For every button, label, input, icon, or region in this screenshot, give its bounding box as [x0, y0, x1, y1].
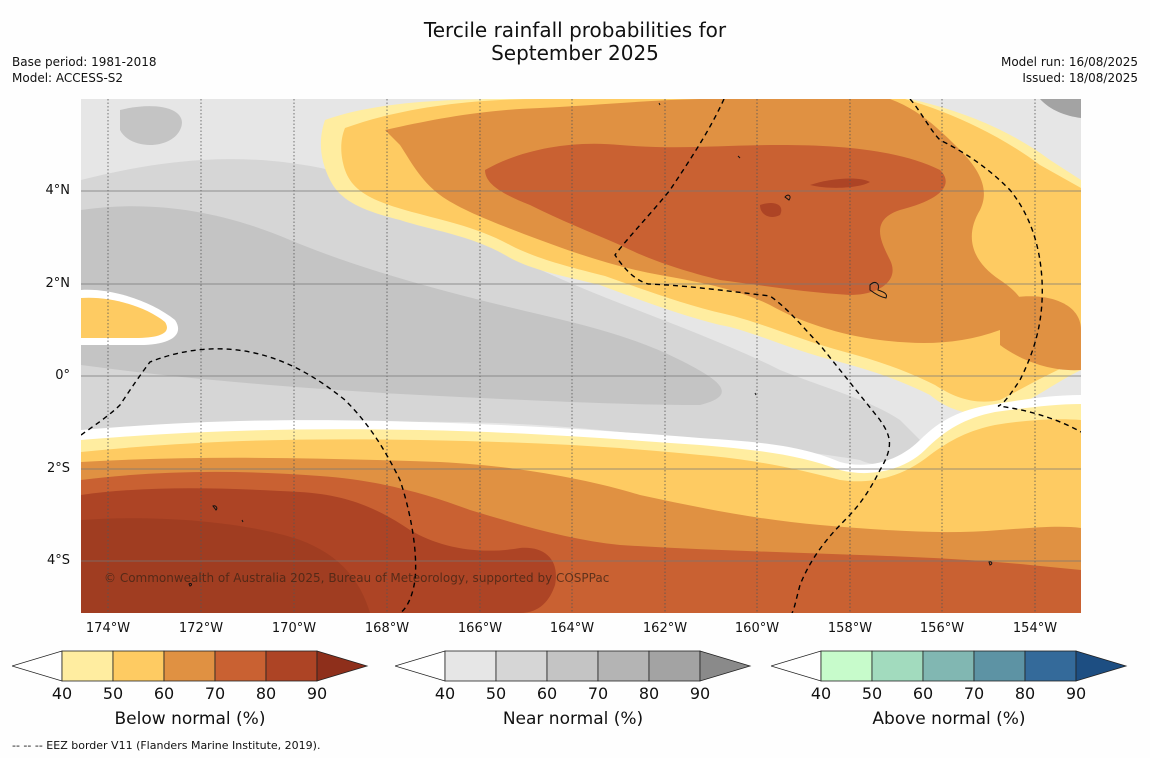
legend-above-normal — [769, 650, 1131, 688]
lon-label-170w: 170°W — [271, 621, 317, 636]
legend-below-tick: 90 — [306, 684, 328, 703]
colorbar-segment — [112, 650, 165, 682]
legend-below-tick: 50 — [102, 684, 124, 703]
model-name: Model: ACCESS-S2 — [12, 71, 124, 85]
model-run: Model run: 16/08/2025 — [1000, 55, 1138, 69]
title-line-2: September 2025 — [491, 41, 659, 65]
below-80-south-deep — [81, 518, 370, 613]
lat-label-2s: 2°S — [46, 461, 70, 476]
map-layers — [81, 99, 1081, 613]
colorbar-segment — [265, 650, 318, 682]
colorbar-below — [10, 650, 369, 682]
below-50-west — [81, 297, 167, 338]
lat-label-0: 0° — [55, 368, 70, 383]
lon-label-172w: 172°W — [178, 621, 224, 636]
colorbar-segment — [648, 650, 701, 682]
legend-near-title: Near normal (%) — [502, 709, 644, 729]
legend-below-tick: 70 — [204, 684, 226, 703]
legend-above-tick: 60 — [912, 684, 934, 703]
near-normal-60 — [81, 206, 722, 405]
colorbar-under-triangle — [393, 650, 446, 682]
colorbar-segment — [820, 650, 873, 682]
colorbar-segment — [871, 650, 924, 682]
meta-right: Model run: 16/08/2025 Issued: 18/08/2025 — [1001, 54, 1138, 86]
colorbar-under-triangle — [10, 650, 63, 682]
copyright-notice: © Commonwealth of Australia 2025, Bureau… — [104, 571, 610, 585]
colorbar-over-triangle — [1075, 650, 1128, 682]
colorbar-over-triangle — [316, 650, 369, 682]
lon-label-156w: 156°W — [919, 621, 965, 636]
legend-near-normal — [393, 650, 755, 688]
below-80-north — [810, 178, 870, 188]
colorbar-segment — [495, 650, 548, 682]
legend-near-tick: 60 — [536, 684, 558, 703]
legend-above-tick: 40 — [810, 684, 832, 703]
near-normal-60b — [120, 106, 182, 145]
lon-label-160w: 160°W — [734, 621, 780, 636]
colorbar-over-triangle — [699, 650, 752, 682]
lat-label-2n: 2°N — [45, 276, 71, 291]
legend-above-title: Above normal (%) — [872, 709, 1026, 729]
legend-near-tick: 70 — [587, 684, 609, 703]
colorbar-segment — [1024, 650, 1077, 682]
below-80-spot — [760, 203, 782, 217]
lon-label-154w: 154°W — [1012, 621, 1058, 636]
islands — [188, 102, 993, 587]
lon-label-158w: 158°W — [827, 621, 873, 636]
below-60-east — [1000, 296, 1081, 371]
legend-near-tick: 40 — [434, 684, 456, 703]
colorbar-segment — [61, 650, 114, 682]
colorbar-segment — [444, 650, 497, 682]
legend-below-normal — [10, 650, 372, 688]
colorbar-segment — [214, 650, 267, 682]
legend-above-tick: 50 — [861, 684, 883, 703]
legend-below-tick: 80 — [255, 684, 277, 703]
legend-below-tick: 60 — [153, 684, 175, 703]
near-normal-90 — [1040, 99, 1081, 118]
issued-date: Issued: 18/08/2025 — [1022, 71, 1138, 85]
lat-label-4s: 4°S — [46, 553, 70, 568]
colorbar-near — [393, 650, 752, 682]
colorbar-segment — [597, 650, 650, 682]
lat-label-4n: 4°N — [45, 183, 71, 198]
legend-near-tick: 80 — [638, 684, 660, 703]
legend-above-tick: 90 — [1065, 684, 1087, 703]
colorbar-above — [769, 650, 1128, 682]
latitude-gridlines — [81, 190, 1081, 562]
lon-label-166w: 166°W — [457, 621, 503, 636]
longitude-gridlines — [107, 99, 1036, 613]
meta-left: Base period: 1981-2018 Model: ACCESS-S2 — [12, 54, 157, 86]
colorbar-under-triangle — [769, 650, 822, 682]
eez-borders — [81, 99, 1081, 613]
base-period: Base period: 1981-2018 — [12, 55, 157, 69]
eez-footnote: -- -- -- EEZ border V11 (Flanders Marine… — [12, 739, 321, 752]
lon-label-164w: 164°W — [549, 621, 595, 636]
map-title: Tercile rainfall probabilities for Septe… — [0, 19, 1150, 65]
lon-label-162w: 162°W — [642, 621, 688, 636]
lon-label-174w: 174°W — [85, 621, 131, 636]
colorbar-segment — [546, 650, 599, 682]
title-line-1: Tercile rainfall probabilities for — [423, 18, 727, 42]
lon-label-168w: 168°W — [364, 621, 410, 636]
colorbar-segment — [973, 650, 1026, 682]
legend-below-title: Below normal (%) — [114, 709, 266, 729]
colorbar-segment — [922, 650, 975, 682]
legend-near-tick: 90 — [689, 684, 711, 703]
legend-below-tick: 40 — [51, 684, 73, 703]
colorbar-segment — [163, 650, 216, 682]
legend-above-tick: 70 — [963, 684, 985, 703]
legend-near-tick: 50 — [485, 684, 507, 703]
legend-above-tick: 80 — [1014, 684, 1036, 703]
